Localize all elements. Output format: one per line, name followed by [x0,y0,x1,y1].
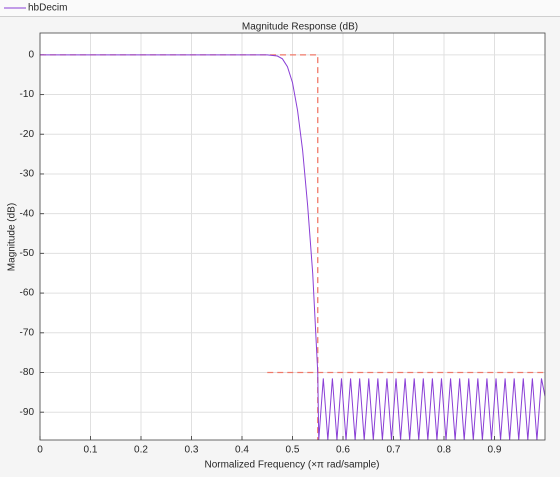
x-tick-label: 0.7 [387,445,401,456]
y-tick-label: -10 [20,89,35,100]
data-line [40,54,545,440]
x-tick-label: 0.8 [437,445,451,456]
chart-title: Magnitude Response (dB) [242,22,358,33]
x-tick-label: 0.5 [286,445,300,456]
plot-clip [40,54,545,440]
y-axis-label: Magnitude (dB) [7,203,18,271]
legend-label: hbDecim [28,3,67,14]
y-tick-label: -70 [20,327,35,338]
x-tick-label: 0.2 [134,445,148,456]
x-tick-label: 0 [37,445,43,456]
x-tick-label: 0.3 [185,445,199,456]
x-tick-label: 0.6 [336,445,350,456]
x-tick-label: 0.1 [84,445,98,456]
x-tick-label: 0.9 [488,445,502,456]
y-tick-label: -40 [20,208,35,219]
y-tick-label: -60 [20,288,35,299]
x-axis-label: Normalized Frequency (×π rad/sample) [204,460,379,471]
legend-bar [0,0,560,16]
y-tick-label: -30 [20,169,35,180]
y-tick-label: -20 [20,129,35,140]
y-tick-label: -80 [20,367,35,378]
y-tick-label: -50 [20,248,35,259]
y-tick-label: 0 [28,49,34,60]
x-tick-label: 0.4 [235,445,249,456]
plot-border [39,32,546,441]
y-tick-label: -90 [20,407,35,418]
